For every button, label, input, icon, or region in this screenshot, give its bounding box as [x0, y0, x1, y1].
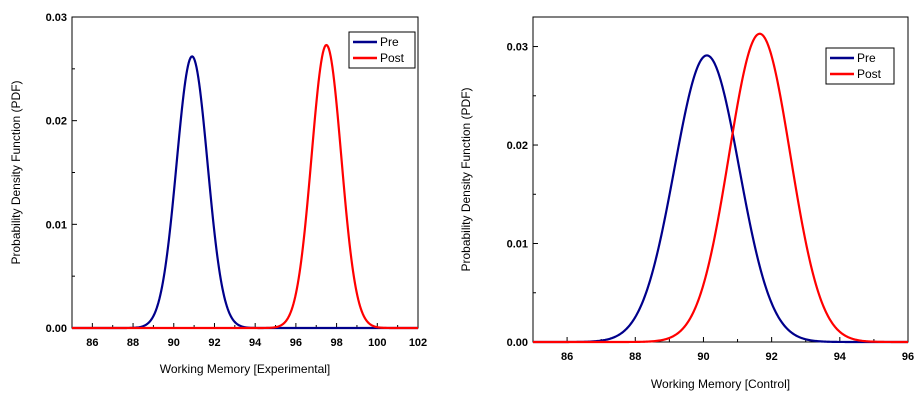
plot-frame — [532, 16, 909, 343]
y-axis-title: Probability Density Function (PDF) — [459, 87, 473, 271]
x-tick-label: 92 — [766, 351, 778, 363]
x-tick-label: 94 — [249, 337, 262, 349]
x-tick-label: 88 — [127, 337, 139, 349]
legend-box — [348, 31, 416, 69]
chart-panel-2: 0.00 0.01 0.02 0.03 86 88 90 92 94 96 Working Memo… — [459, 16, 914, 391]
x-tick-label: 88 — [629, 351, 641, 363]
y-axis-title: Probability Density Function (PDF) — [9, 80, 23, 264]
chart-panel-1: 0.00 0.01 0.02 0.03 86 88 90 92 94 96 98 100 102 Work… — [9, 12, 427, 376]
x-tick-label: 98 — [330, 337, 342, 349]
x-tick-label: 92 — [208, 337, 220, 349]
x-tick-label: 96 — [290, 337, 302, 349]
y-tick-label: 0.03 — [46, 12, 67, 24]
series-line-post — [532, 32, 909, 344]
x-axis-title: Working Memory [Control] — [651, 377, 790, 391]
legend-label-post: Post — [857, 67, 882, 81]
series-line-post — [71, 43, 419, 330]
legend-label-pre: Pre — [857, 51, 876, 65]
legend-label-pre: Pre — [380, 35, 399, 49]
series-line-pre — [532, 54, 909, 344]
y-tick-label: 0.03 — [507, 42, 528, 54]
x-tick-label: 100 — [368, 337, 386, 349]
x-tick-label: 96 — [902, 351, 914, 363]
legend: Pre Post — [825, 47, 895, 85]
y-tick-label: 0.01 — [507, 239, 528, 251]
x-tick-label: 90 — [697, 351, 709, 363]
x-tick-label: 86 — [86, 337, 98, 349]
x-axis-title: Working Memory [Experimental] — [160, 362, 331, 376]
legend-box — [825, 47, 895, 85]
y-tick-label: 0.00 — [46, 323, 67, 335]
x-tick-label: 90 — [168, 337, 180, 349]
x-tick-label: 86 — [561, 351, 573, 363]
legend: Pre Post — [348, 31, 416, 69]
x-tick-label: 102 — [409, 337, 427, 349]
x-tick-label: 94 — [834, 351, 847, 363]
y-tick-label: 0.02 — [46, 116, 67, 128]
y-tick-label: 0.02 — [507, 140, 528, 152]
legend-label-post: Post — [380, 51, 405, 65]
series-line-pre — [71, 55, 419, 330]
y-tick-label: 0.01 — [46, 219, 67, 231]
y-tick-label: 0.00 — [507, 337, 528, 349]
